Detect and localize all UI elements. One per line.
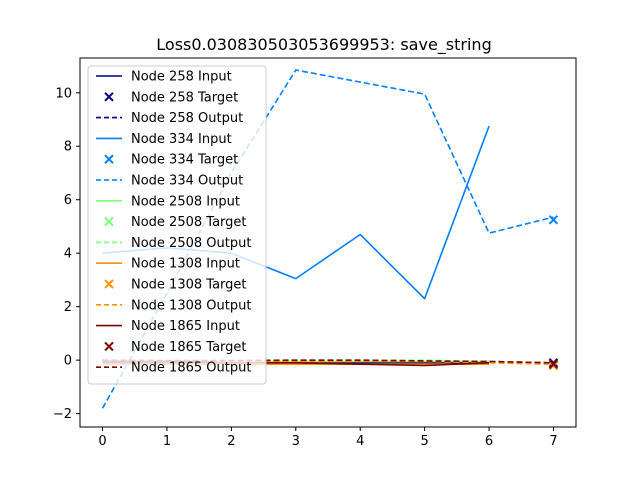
legend-label-node-2508-output: Node 2508 Output [131, 236, 251, 251]
x-tick-label: 5 [420, 434, 428, 449]
chart-title: Loss0.030830503053699953: save_string [156, 35, 491, 55]
x-tick-label: 4 [356, 434, 364, 449]
legend-label-node-258-target: Node 258 Target [131, 90, 238, 105]
legend-label-node-1308-input: Node 1308 Input [131, 257, 240, 272]
legend-label-node-334-input: Node 334 Input [131, 132, 232, 147]
legend-swatch-node-1865-target [104, 341, 114, 352]
y-tick-label: 0 [64, 354, 72, 369]
x-tick-label: 3 [292, 434, 300, 449]
y-tick-label: −2 [53, 407, 72, 422]
axes-frame [79, 57, 577, 428]
y-tick-label: 8 [64, 140, 72, 155]
legend-swatch-node-2508-target [104, 216, 114, 227]
legend-swatch-node-334-target [104, 154, 114, 164]
x-tick-label: 0 [98, 434, 106, 449]
legend: Node 258 Input Node 258 Target Node 258 Ou… [87, 65, 267, 385]
legend-label-node-1308-target: Node 1308 Target [131, 278, 247, 293]
x-tick-label: 7 [549, 434, 557, 449]
node-334-target-marker [548, 215, 559, 225]
x-tick-label: 6 [485, 434, 493, 449]
y-tick-label: 4 [64, 247, 72, 262]
legend-label-node-334-output: Node 334 Output [131, 174, 243, 189]
legend-label-node-1865-output: Node 1865 Output [131, 361, 251, 376]
axes: 0 1 2 3 4 5 6 7 −2 0 2 4 6 8 10 [53, 57, 577, 449]
legend-box [87, 65, 267, 385]
x-tick-label: 2 [227, 434, 235, 449]
y-tick-label: 6 [64, 193, 72, 208]
legend-swatch-node-1308-target [104, 279, 114, 289]
y-tick-label: 2 [64, 300, 72, 315]
legend-label-node-258-output: Node 258 Output [131, 111, 243, 126]
y-tick-label: 10 [55, 86, 72, 101]
legend-label-node-2508-input: Node 2508 Input [131, 194, 240, 209]
legend-label-node-1865-input: Node 1865 Input [131, 319, 240, 334]
legend-label-node-334-target: Node 334 Target [131, 153, 238, 168]
legend-swatch-node-258-target [104, 92, 114, 102]
legend-label-node-1308-output: Node 1308 Output [131, 298, 251, 313]
legend-label-node-2508-target: Node 2508 Target [131, 215, 247, 230]
legend-label-node-258-input: Node 258 Input [131, 70, 232, 85]
node-1865-target-marker [548, 359, 559, 369]
legend-label-node-1865-target: Node 1865 Target [131, 340, 247, 355]
x-tick-label: 1 [163, 434, 171, 449]
